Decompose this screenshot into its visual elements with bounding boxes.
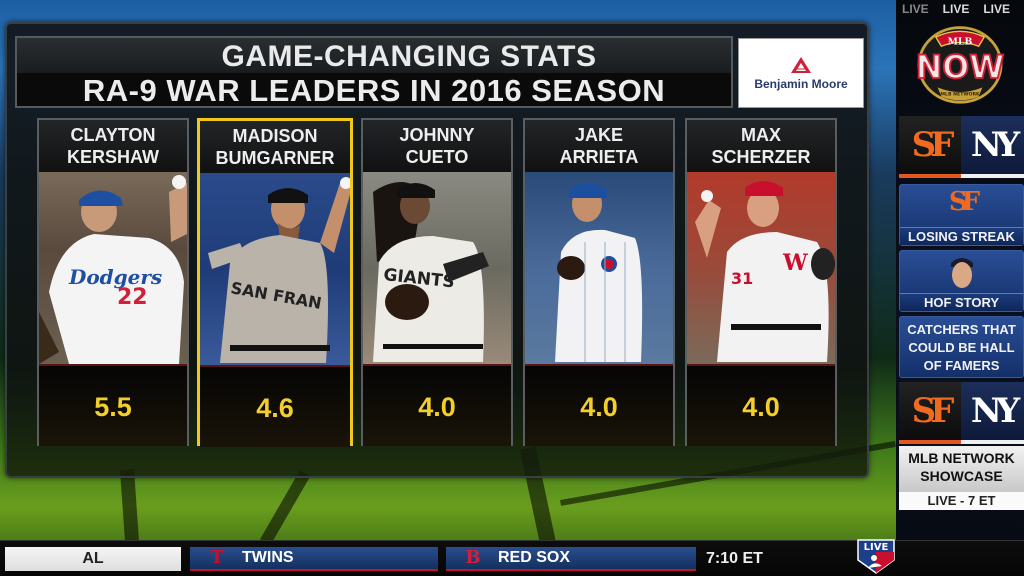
story-label: CATCHERS THAT COULD BE HALL OF FAMERS xyxy=(907,322,1016,373)
giants-logo-icon: SF xyxy=(899,382,961,444)
pitcher-silhouette: W 31 xyxy=(695,181,835,362)
yankees-logo-icon: NY xyxy=(961,382,1024,444)
pitcher-silhouette: GIANTS xyxy=(373,182,489,362)
svg-text:LIVE: LIVE xyxy=(864,542,889,553)
player-card-cueto: JOHNNY CUETO GIANTS 4.0 xyxy=(361,118,513,446)
graphic-subtitle: RA-9 WAR LEADERS IN 2016 SEASON xyxy=(82,73,666,108)
story-catchers-hof[interactable]: CATCHERS THAT COULD BE HALL OF FAMERS xyxy=(899,316,1024,378)
player-card-scherzer: MAX SCHERZER W 31 4.0 xyxy=(685,118,837,446)
player-name: JAKE ARRIETA xyxy=(525,120,673,172)
svg-text:Dodgers: Dodgers xyxy=(68,265,162,289)
player-name: MADISON BUMGARNER xyxy=(200,121,350,173)
player-name: CLAYTON KERSHAW xyxy=(39,120,187,172)
showcase-time: LIVE - 7 ET xyxy=(899,492,1024,510)
mlb-now-badge-icon: MLB NOW MLB NETWORK xyxy=(915,26,1005,104)
background-streak xyxy=(260,470,311,546)
sponsor-logo: Benjamin Moore xyxy=(738,38,864,108)
pitcher-silhouette xyxy=(555,183,643,362)
svg-text:NOW: NOW xyxy=(916,50,1005,86)
twins-logo-icon: T xyxy=(210,547,224,568)
game-time: 7:10 ET xyxy=(706,550,763,567)
sponsor-name: Benjamin Moore xyxy=(754,76,848,91)
story-losing-streak[interactable]: SF LOSING STREAK xyxy=(899,184,1024,246)
war-value: 4.0 xyxy=(687,364,835,446)
yankees-logo-icon: NY xyxy=(961,116,1024,178)
war-value: 4.6 xyxy=(200,365,350,447)
war-value: 4.0 xyxy=(363,364,511,446)
pitcher-silhouette: Dodgers 22 xyxy=(39,175,187,364)
showcase-title: MLB NETWORK SHOWCASE xyxy=(908,450,1015,484)
mlb-network-showcase[interactable]: MLB NETWORK SHOWCASE LIVE - 7 ET xyxy=(899,446,1024,510)
matchup-sf-vs-nyy-showcase[interactable]: SF NY xyxy=(899,382,1024,444)
player-photo: W 31 xyxy=(687,172,835,364)
giants-logo-icon: SF xyxy=(948,187,980,217)
svg-text:W: W xyxy=(782,250,808,276)
story-label: HOF STORY xyxy=(900,293,1023,311)
player-card-arrieta: JAKE ARRIETA 4.0 xyxy=(523,118,675,446)
story-hof[interactable]: HOF STORY xyxy=(899,250,1024,312)
player-headshot xyxy=(900,251,1023,291)
svg-text:22: 22 xyxy=(117,285,148,310)
mlb-now-sidebar: LIVE LIVE LIVE MLB NOW MLB NETWORK SF NY… xyxy=(896,0,1024,540)
mlb-now-logo: MLB NOW MLB NETWORK xyxy=(896,18,1024,110)
stats-graphic-panel: GAME-CHANGING STATS RA-9 WAR LEADERS IN … xyxy=(5,22,869,478)
pitcher-silhouette: SAN FRAN xyxy=(208,177,350,363)
benjamin-moore-mountain-icon xyxy=(791,56,811,73)
player-card-bumgarner: MADISON BUMGARNER SAN FRAN 4.6 xyxy=(197,118,353,447)
story-label: LOSING STREAK xyxy=(900,227,1023,245)
mlb-live-badge-icon: LIVE xyxy=(857,539,895,574)
ticker-away-team: T TWINS xyxy=(190,547,438,571)
player-photo: Dodgers 22 xyxy=(39,172,187,364)
live-tab: LIVE xyxy=(983,2,1010,16)
red-sox-logo-icon: B xyxy=(465,547,481,568)
svg-text:31: 31 xyxy=(731,269,753,288)
matchup-sf-vs-nyy[interactable]: SF NY xyxy=(899,116,1024,178)
svg-text:MLB: MLB xyxy=(948,36,973,47)
player-photo: SAN FRAN xyxy=(200,173,350,365)
player-photo xyxy=(525,172,673,364)
score-ticker: AL T TWINS B RED SOX 7:10 ET xyxy=(0,540,1024,576)
ticker-home-team: B RED SOX xyxy=(446,547,696,571)
live-tab: LIVE xyxy=(901,2,929,16)
graphic-title: GAME-CHANGING STATS xyxy=(17,38,731,73)
war-value: 4.0 xyxy=(525,364,673,446)
player-name: MAX SCHERZER xyxy=(687,120,835,172)
graphic-title-box: GAME-CHANGING STATS RA-9 WAR LEADERS IN … xyxy=(15,36,733,108)
war-value: 5.5 xyxy=(39,364,187,446)
live-tabs: LIVE LIVE LIVE xyxy=(896,0,1024,18)
ticker-league: AL xyxy=(5,547,181,571)
giants-logo-icon: SF xyxy=(899,116,961,178)
svg-text:MLB NETWORK: MLB NETWORK xyxy=(940,92,980,98)
player-card-kershaw: CLAYTON KERSHAW Dodgers 22 5.5 xyxy=(37,118,189,446)
player-photo: GIANTS xyxy=(363,172,511,364)
live-tab: LIVE xyxy=(942,2,970,16)
player-name: JOHNNY CUETO xyxy=(363,120,511,172)
